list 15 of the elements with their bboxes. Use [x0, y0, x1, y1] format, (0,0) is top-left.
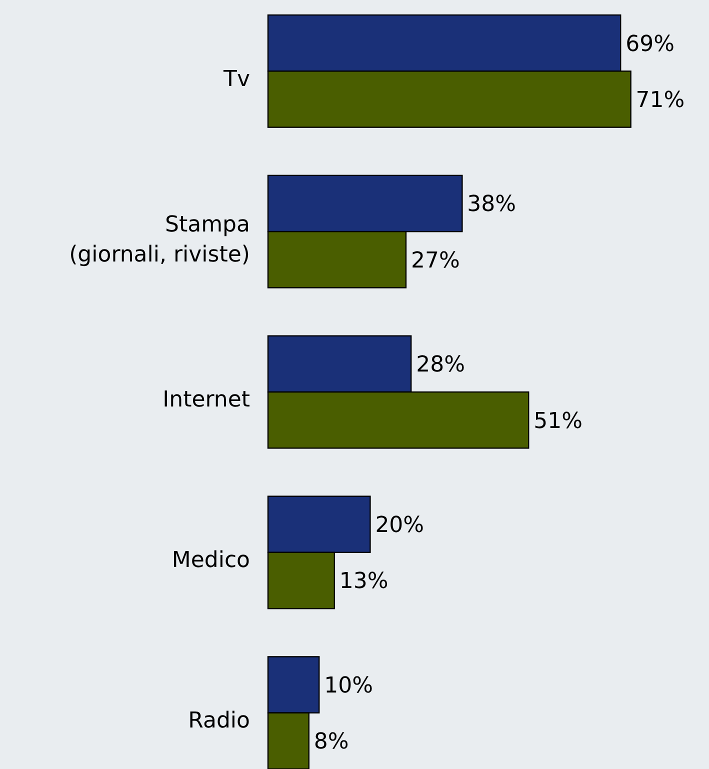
data-label: 38%: [467, 192, 516, 218]
data-label: 28%: [416, 352, 465, 378]
y-tick-label: Internet: [162, 388, 250, 413]
data-label: 27%: [410, 248, 460, 274]
y-tick-label: Tv: [222, 66, 250, 92]
y-tick-label: Radio: [188, 708, 250, 734]
data-label: 20%: [375, 513, 424, 538]
y-tick-label: Medico: [172, 548, 250, 574]
data-label: 71%: [636, 88, 685, 113]
y-tick-label: Stampa (giornali, riviste): [69, 212, 250, 268]
data-label: 13%: [339, 569, 388, 594]
data-label: 10%: [324, 673, 374, 698]
data-label: 69%: [626, 32, 674, 57]
data-label: 8%: [314, 730, 349, 755]
data-label: 51%: [534, 408, 583, 434]
